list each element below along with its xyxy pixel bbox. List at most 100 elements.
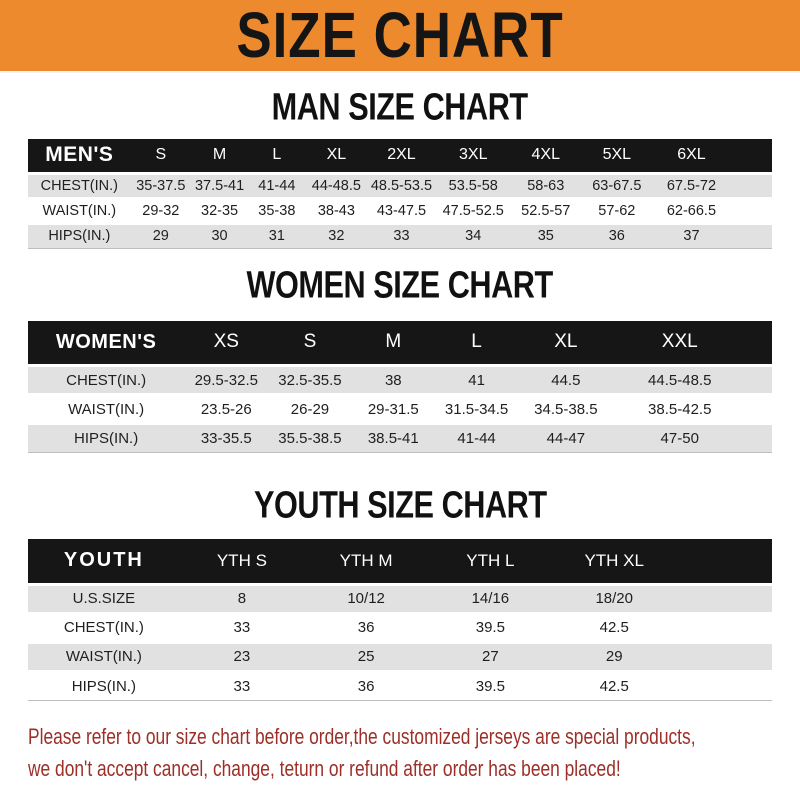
- column-header: 6XL: [652, 139, 772, 173]
- column-header: M: [190, 139, 249, 173]
- size-cell: 10/12: [304, 582, 429, 613]
- size-cell: 30: [190, 221, 249, 248]
- column-header: 3XL: [435, 139, 511, 173]
- row-label: WAIST(IN.): [28, 640, 180, 671]
- size-cell: 62-66.5: [652, 196, 772, 223]
- size-cell: 35-37.5: [130, 171, 191, 198]
- men-header-row: MEN'S S M L XL 2XL 3XL 4XL 5XL 6XL: [28, 139, 772, 173]
- men-heading-text: MAN SIZE CHART: [271, 85, 529, 128]
- size-cell: 31.5-34.5: [434, 393, 519, 424]
- size-cell: 44-47: [518, 422, 614, 453]
- youth-header-row: YOUTH YTH S YTH M YTH L YTH XL: [28, 539, 772, 584]
- size-cell: 29: [130, 221, 191, 248]
- men-hips-row: HIPS(IN.) 29 30 31 32 33 34 35 36 37: [28, 221, 772, 248]
- size-cell: 63-67.5: [580, 171, 653, 198]
- women-header-row: WOMEN'S XS S M L XL XXL: [28, 320, 772, 366]
- size-cell: 38.5-42.5: [613, 393, 772, 424]
- size-cell: 44-48.5: [305, 171, 368, 198]
- column-header: 5XL: [580, 139, 653, 173]
- size-cell: 57-62: [580, 196, 653, 223]
- column-header: XS: [184, 320, 269, 366]
- size-cell: 36: [304, 669, 429, 700]
- size-cell: 32-35: [190, 196, 249, 223]
- size-cell-spacer: [675, 582, 772, 613]
- size-cell: 33: [179, 669, 304, 700]
- size-cell: 48.5-53.5: [367, 171, 436, 198]
- size-cell: 43-47.5: [367, 196, 436, 223]
- youth-hips-row: HIPS(IN.) 33 36 39.5 42.5: [28, 669, 772, 700]
- size-cell: 44.5: [518, 364, 614, 395]
- size-cell: 29-32: [130, 196, 191, 223]
- row-label: CHEST(IN.): [28, 611, 180, 642]
- column-header: 4XL: [510, 139, 581, 173]
- size-cell: 37.5-41: [190, 171, 249, 198]
- size-cell: 67.5-72: [652, 171, 772, 198]
- size-cell: 34: [435, 221, 511, 248]
- size-cell: 52.5-57: [510, 196, 581, 223]
- size-cell: 29-31.5: [351, 393, 435, 424]
- row-label: CHEST(IN.): [28, 364, 185, 395]
- youth-heading-text: YOUTH SIZE CHART: [253, 483, 547, 526]
- size-cell: 32.5-35.5: [268, 364, 352, 395]
- women-waist-row: WAIST(IN.) 23.5-26 26-29 29-31.5 31.5-34…: [28, 393, 772, 424]
- size-cell: 25: [304, 640, 429, 671]
- size-cell: 58-63: [510, 171, 581, 198]
- row-label: CHEST(IN.): [28, 171, 131, 198]
- size-cell: 35-38: [248, 196, 306, 223]
- size-cell: 23: [179, 640, 304, 671]
- size-cell: 42.5: [552, 669, 676, 700]
- women-heading-text: WOMEN SIZE CHART: [246, 262, 554, 306]
- size-cell-spacer: [675, 611, 772, 642]
- size-cell: 18/20: [552, 582, 676, 613]
- column-header: S: [268, 320, 352, 366]
- size-cell: 34.5-38.5: [518, 393, 614, 424]
- column-header: XL: [518, 320, 614, 366]
- size-cell: 38-43: [305, 196, 368, 223]
- row-label: WAIST(IN.): [28, 393, 185, 424]
- size-cell: 38: [351, 364, 435, 395]
- column-header: YTH L: [428, 539, 553, 584]
- size-cell: 39.5: [428, 611, 553, 642]
- youth-table-corner-label: YOUTH: [28, 539, 180, 584]
- column-header: 2XL: [367, 139, 436, 173]
- men-section-heading: MAN SIZE CHART: [0, 85, 800, 128]
- size-cell: 41-44: [248, 171, 306, 198]
- women-chest-row: CHEST(IN.) 29.5-32.5 32.5-35.5 38 41 44.…: [28, 364, 772, 395]
- men-size-table: MEN'S S M L XL 2XL 3XL 4XL 5XL 6XL CHEST…: [28, 139, 772, 249]
- women-hips-row: HIPS(IN.) 33-35.5 35.5-38.5 38.5-41 41-4…: [28, 422, 772, 453]
- size-cell: 36: [304, 611, 429, 642]
- size-cell: 29: [552, 640, 676, 671]
- size-cell: 41: [434, 364, 519, 395]
- size-cell: 47.5-52.5: [435, 196, 511, 223]
- row-label: HIPS(IN.): [28, 669, 180, 700]
- size-cell: 33: [179, 611, 304, 642]
- size-cell: 29.5-32.5: [184, 364, 269, 395]
- banner-title: SIZE CHART: [236, 0, 564, 71]
- youth-ussize-row: U.S.SIZE 8 10/12 14/16 18/20: [28, 582, 772, 613]
- size-cell-spacer: [675, 669, 772, 700]
- size-cell: 14/16: [428, 582, 553, 613]
- disclaimer-line-2: we don't accept cancel, change, teturn o…: [28, 755, 621, 781]
- size-cell: 39.5: [428, 669, 553, 700]
- size-cell: 37: [652, 221, 772, 248]
- size-chart-banner: SIZE CHART: [0, 0, 800, 73]
- column-header-spacer: [675, 539, 772, 584]
- size-cell-spacer: [675, 640, 772, 671]
- column-header: XL: [305, 139, 368, 173]
- size-cell: 8: [179, 582, 304, 613]
- youth-chest-row: CHEST(IN.) 33 36 39.5 42.5: [28, 611, 772, 642]
- size-cell: 41-44: [434, 422, 519, 453]
- size-cell: 44.5-48.5: [613, 364, 772, 395]
- row-label: WAIST(IN.): [28, 196, 131, 223]
- column-header: L: [248, 139, 306, 173]
- column-header: S: [130, 139, 191, 173]
- column-header: YTH XL: [552, 539, 676, 584]
- size-cell: 31: [248, 221, 306, 248]
- women-size-table: WOMEN'S XS S M L XL XXL CHEST(IN.) 29.5-…: [28, 320, 772, 453]
- men-waist-row: WAIST(IN.) 29-32 32-35 35-38 38-43 43-47…: [28, 196, 772, 223]
- row-label: HIPS(IN.): [28, 221, 131, 248]
- size-cell: 47-50: [613, 422, 772, 453]
- column-header: YTH S: [179, 539, 304, 584]
- youth-section-heading: YOUTH SIZE CHART: [0, 483, 800, 526]
- size-cell: 35.5-38.5: [268, 422, 352, 453]
